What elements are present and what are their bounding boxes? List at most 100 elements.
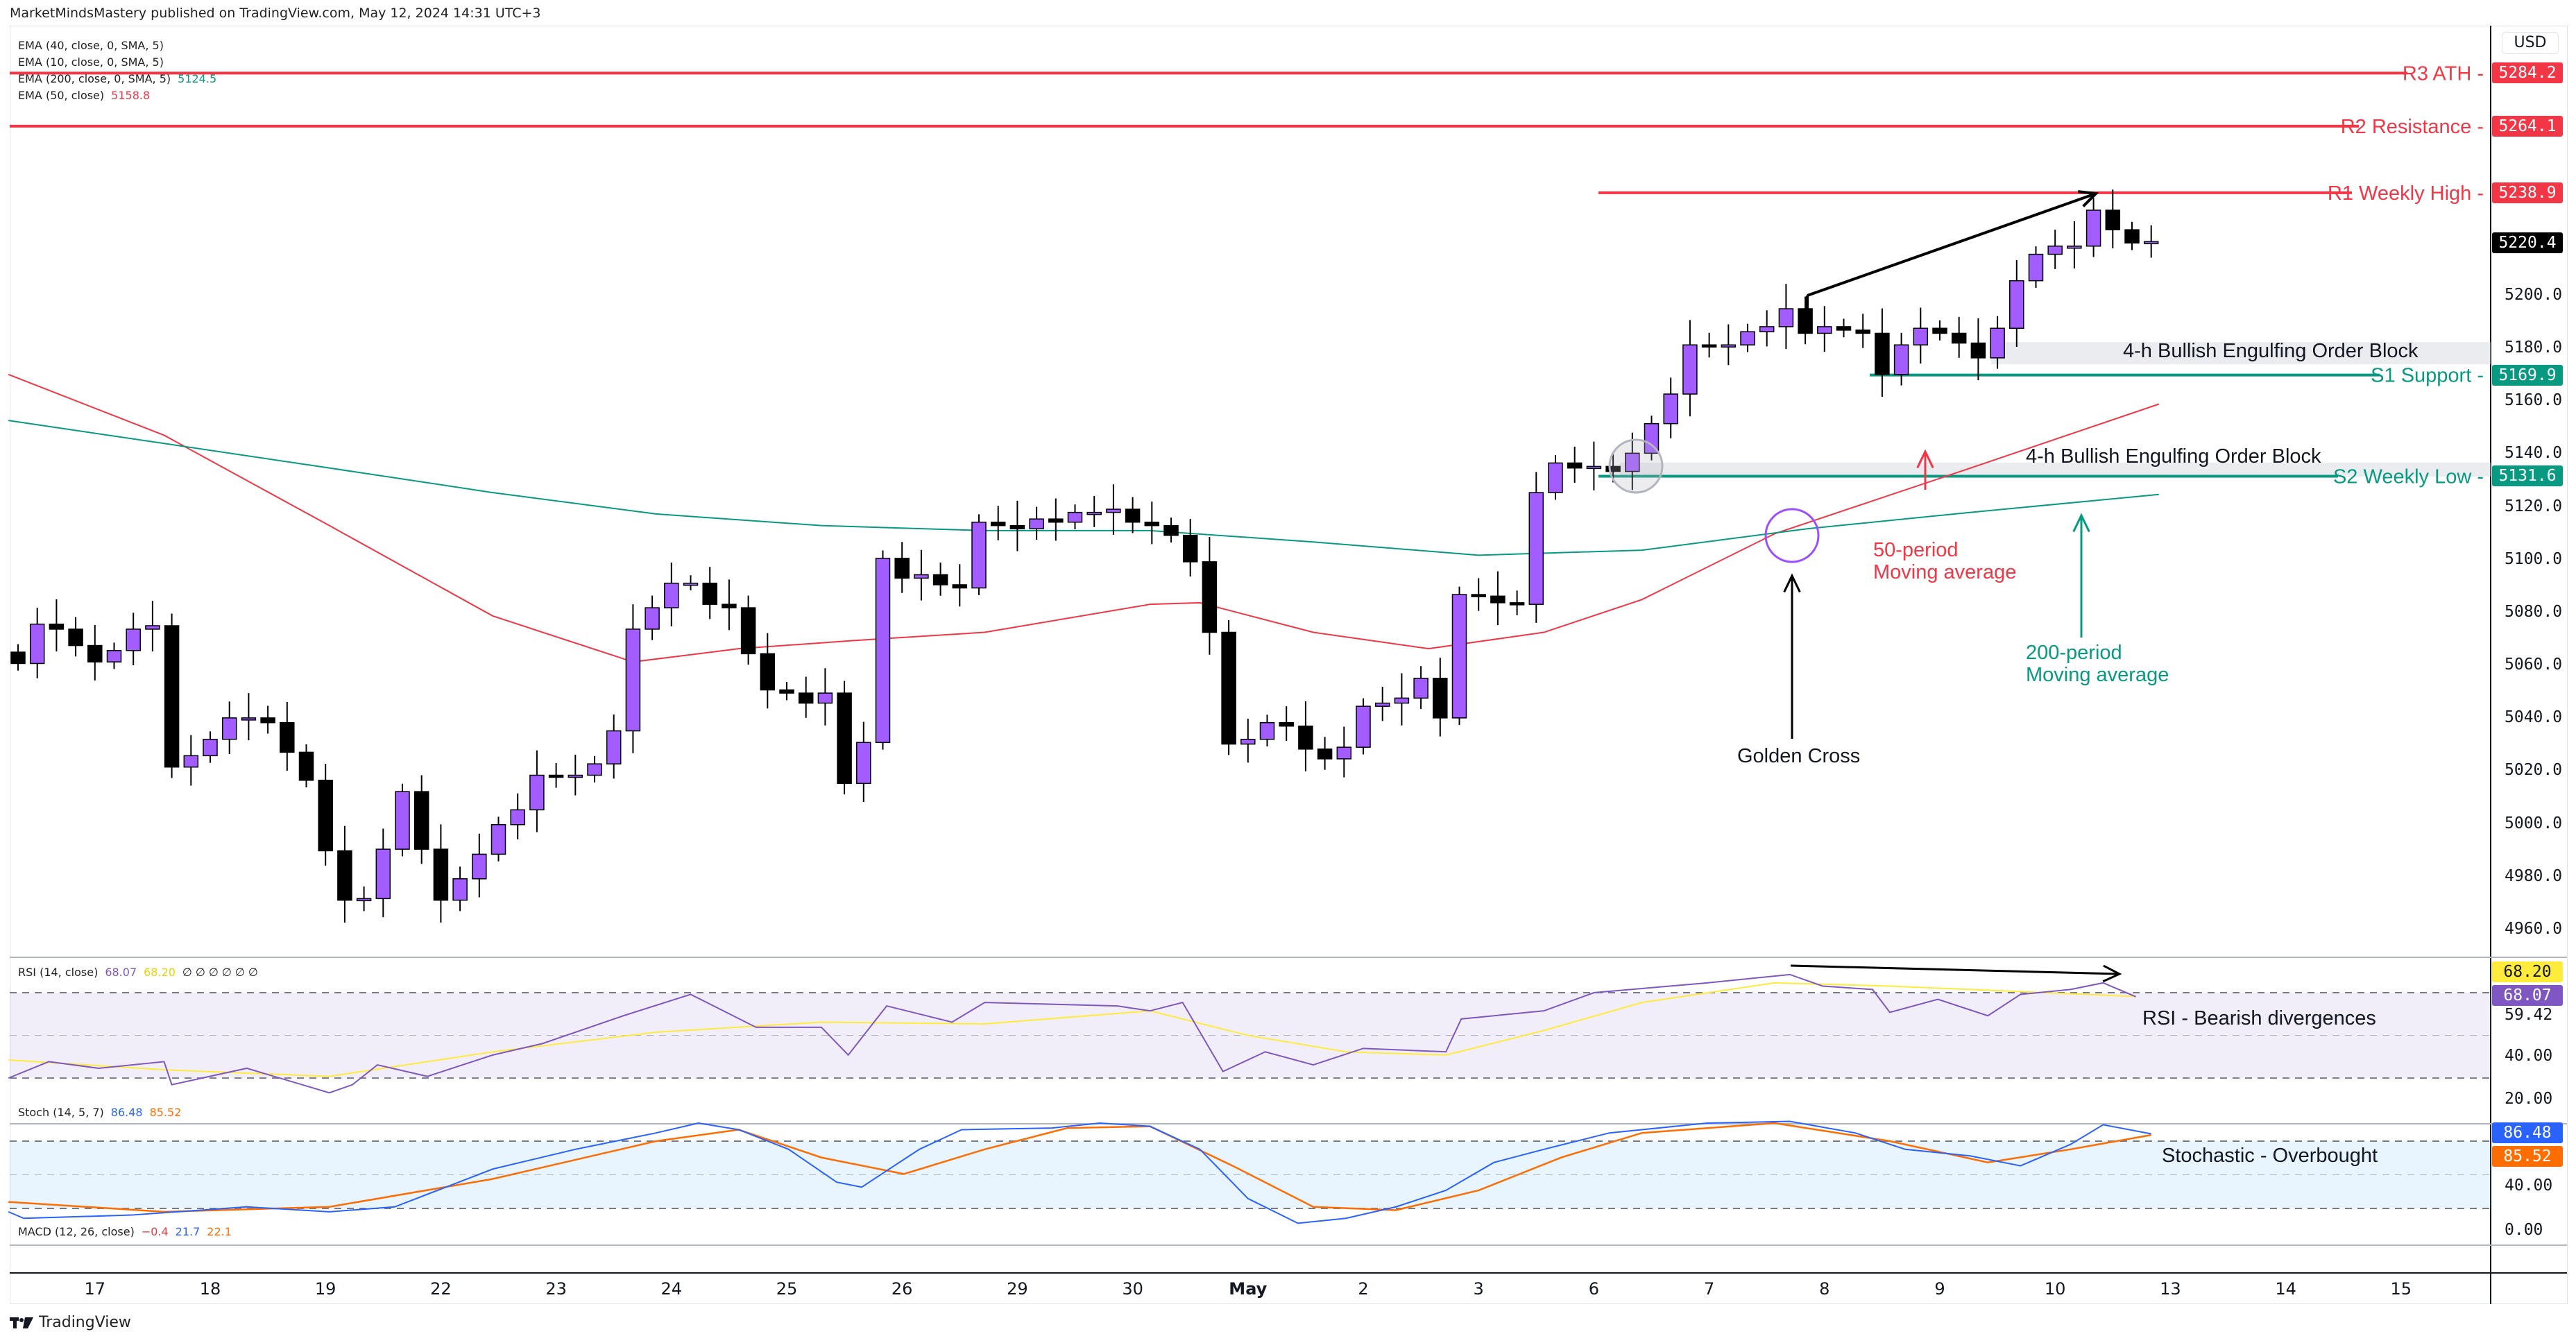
date-tick: 6: [1588, 1279, 1600, 1299]
legend-ema200[interactable]: EMA (200, close, 0, SMA, 5) 5124.5: [18, 72, 223, 85]
currency-button[interactable]: USD: [2502, 32, 2559, 54]
order-block-2-label: 4-h Bullish Engulfing Order Block: [2026, 445, 2321, 468]
price-tick: 5040.0: [2505, 708, 2563, 727]
legend-stoch-k: 86.48: [110, 1106, 143, 1119]
legend-ema200-value: 5124.5: [178, 72, 217, 85]
rsi-divergence-arrow: [1790, 964, 2120, 975]
candle-body: [1221, 631, 1236, 745]
candle-body: [740, 607, 756, 655]
candle-body: [241, 717, 257, 721]
candle-body: [395, 791, 410, 850]
price-tick: 4980.0: [2505, 866, 2563, 885]
stoch-k-tag: 86.48: [2492, 1122, 2563, 1143]
candle-body: [1336, 746, 1352, 760]
candle-body: [779, 689, 794, 694]
candle-body: [1740, 331, 1755, 345]
candle-body: [1990, 327, 2005, 359]
candle-body: [1721, 344, 1737, 348]
level-label: S1 Support -: [2371, 365, 2484, 387]
ma200-note-line2: Moving average: [2026, 664, 2169, 686]
ma200-note: 200-period Moving average: [2026, 642, 2169, 686]
legend-ema40[interactable]: EMA (40, close, 0, SMA, 5): [18, 39, 171, 52]
ema200-line: [8, 420, 2159, 556]
candle-body: [1182, 535, 1198, 563]
golden-cross-label: Golden Cross: [1737, 745, 1861, 767]
price-tick: 5060.0: [2505, 656, 2563, 674]
candle-body: [1605, 465, 1621, 472]
candle-body: [2105, 209, 2121, 230]
candle-body: [49, 623, 65, 630]
candle-body: [894, 558, 910, 579]
candle-body: [1298, 725, 1313, 750]
candle-body: [645, 607, 660, 630]
candle-body: [1106, 508, 1121, 513]
date-tick: 29: [1007, 1279, 1028, 1299]
price-tick: 5020.0: [2505, 761, 2563, 780]
ma200-note-line1: 200-period: [2026, 642, 2122, 664]
price-tick: 5180.0: [2505, 339, 2563, 357]
candle-body: [856, 742, 871, 785]
legend-stoch[interactable]: Stoch (14, 5, 7) 86.48 85.52: [18, 1106, 188, 1119]
candle-body: [2124, 229, 2140, 243]
golden-cross-circle: [1764, 508, 1820, 563]
date-tick: 9: [1934, 1279, 1945, 1299]
candle-body: [971, 521, 987, 589]
candle-body: [68, 628, 83, 647]
candle-body: [298, 751, 314, 781]
stoch-d-tag: 85.52: [2492, 1146, 2563, 1167]
legend-rsi-value: 68.07: [105, 966, 137, 979]
ma50-note-line2: Moving average: [1873, 561, 2017, 583]
candle-body: [2067, 246, 2082, 249]
legend-ema50-value: 5158.8: [111, 89, 151, 102]
level-label: S2 Weekly Low -: [2333, 465, 2484, 488]
candle-body: [145, 625, 160, 630]
date-tick: 10: [2044, 1279, 2066, 1299]
level-price-tag: 5238.9: [2492, 182, 2563, 203]
published-caption: MarketMindsMastery published on TradingV…: [10, 6, 541, 21]
level-price-tag: 5131.6: [2492, 465, 2563, 487]
date-tick: 2: [1358, 1279, 1369, 1299]
price-tick: 5140.0: [2505, 444, 2563, 463]
date-tick: 15: [2390, 1279, 2412, 1299]
rsi-tick: 40.00: [2505, 1047, 2553, 1066]
tradingview-logo[interactable]: TradingView: [10, 1314, 131, 1331]
candle-body: [1759, 326, 1775, 332]
candle-body: [952, 584, 968, 589]
legend-ema10[interactable]: EMA (10, close, 0, SMA, 5): [18, 55, 171, 69]
candle-body: [1490, 595, 1505, 604]
legend-macd-label: MACD (12, 26, close): [18, 1225, 135, 1238]
candle-body: [260, 717, 275, 724]
level-label: R3 ATH -: [2403, 62, 2484, 85]
candle-body: [1970, 342, 1986, 359]
candle-body: [1163, 524, 1179, 536]
legend-ema50[interactable]: EMA (50, close) 5158.8: [18, 89, 157, 102]
candle-body: [1913, 327, 1929, 345]
date-tick: 23: [545, 1279, 567, 1299]
ema50-line: [8, 373, 2160, 663]
candle-body: [2047, 246, 2063, 255]
candle-body: [1836, 326, 1852, 331]
candle-body: [798, 692, 814, 704]
candle-body: [875, 558, 891, 744]
candle-body: [1048, 518, 1064, 523]
candle-body: [318, 780, 333, 852]
candle-body: [1240, 738, 1256, 745]
legend-ema200-label: EMA (200, close, 0, SMA, 5): [18, 72, 171, 85]
rsi-tick: 20.00: [2505, 1089, 2553, 1108]
legend-macd[interactable]: MACD (12, 26, close) −0.4 21.7 22.1: [18, 1225, 239, 1238]
date-tick: 7: [1703, 1279, 1715, 1299]
candle-body: [510, 809, 525, 826]
candle-body: [203, 738, 218, 757]
candle-body: [1817, 326, 1832, 334]
candle-body: [817, 692, 833, 704]
ma50-arrow-head: [1916, 449, 1934, 469]
candle-body: [1356, 705, 1371, 748]
legend-stoch-d: 85.52: [149, 1106, 182, 1119]
candle-body: [837, 692, 852, 785]
legend-rsi[interactable]: RSI (14, close) 68.07 68.20 ∅ ∅ ∅ ∅ ∅ ∅: [18, 966, 265, 979]
candle-body: [1259, 722, 1275, 740]
rsi-tick: 59.42: [2505, 1005, 2553, 1024]
candle-body: [1144, 521, 1160, 527]
legend-macd-hist: −0.4: [141, 1225, 169, 1238]
